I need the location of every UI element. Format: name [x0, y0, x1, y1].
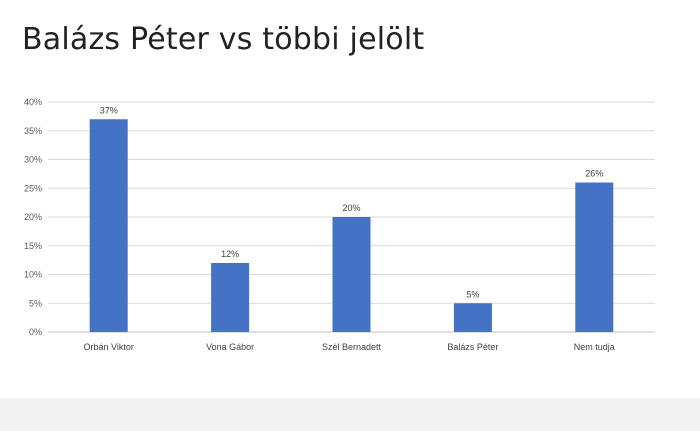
y-tick-label: 25% [24, 183, 42, 193]
y-tick-label: 15% [24, 241, 42, 251]
category-label: Nem tudja [574, 342, 615, 352]
slide-title: Balázs Péter vs többi jelölt [22, 22, 425, 57]
data-label: 5% [466, 289, 479, 299]
category-label: Balázs Péter [447, 342, 498, 352]
y-tick-label: 30% [24, 155, 42, 165]
data-label: 20% [342, 203, 360, 213]
y-tick-label: 35% [24, 126, 42, 136]
bar [89, 119, 128, 332]
bar-chart: 0% 5% 10% 15% 20% 25% 30% 35% 40% 37% Orbán Viktor… [24, 97, 655, 352]
bar [575, 182, 614, 332]
y-tick-label: 40% [24, 97, 42, 107]
y-tick-label: 0% [29, 327, 42, 337]
bar [453, 303, 492, 332]
data-label: 26% [585, 169, 603, 179]
data-label: 12% [221, 249, 239, 259]
bar [211, 263, 250, 332]
y-tick-label: 5% [29, 298, 42, 308]
category-label: Orbán Viktor [84, 342, 134, 352]
category-label: Szél Bernadett [322, 342, 382, 352]
footer-band [0, 398, 700, 431]
y-tick-label: 20% [24, 212, 42, 222]
category-label: Vona Gábor [206, 342, 254, 352]
data-label: 37% [100, 105, 118, 115]
y-tick-label: 10% [24, 270, 42, 280]
slide: Balázs Péter vs többi jelölt 0% 5% 10% 15% 2… [22, 22, 655, 352]
bar [332, 217, 371, 332]
